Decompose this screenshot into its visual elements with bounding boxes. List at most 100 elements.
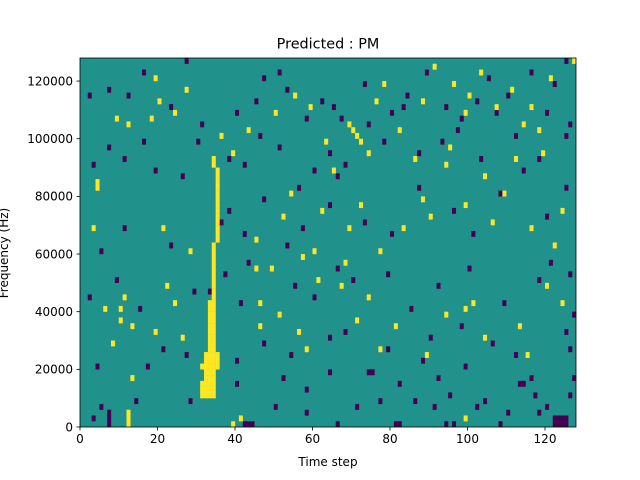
heatmap-cell-positive: [366, 294, 371, 301]
heatmap-cell-negative: [281, 375, 286, 382]
heatmap-cell-positive: [448, 144, 453, 151]
heatmap-cell-positive: [211, 282, 216, 289]
heatmap-cell-negative: [498, 190, 503, 197]
heatmap-cell-negative: [366, 121, 371, 128]
heatmap-cell-negative: [560, 421, 565, 428]
heatmap-cell-positive: [204, 357, 209, 364]
heatmap-cell-negative: [273, 403, 278, 410]
heatmap-cell-negative: [285, 86, 290, 93]
heatmap-cell-positive: [320, 207, 325, 214]
heatmap-cell-negative: [366, 369, 371, 376]
heatmap-cell-positive: [444, 311, 449, 318]
heatmap-cell-negative: [262, 196, 267, 203]
heatmap-cell-positive: [211, 265, 216, 272]
heatmap-cell-positive: [471, 300, 476, 307]
heatmap-cell-negative: [417, 184, 422, 191]
heatmap-cell-positive: [207, 300, 212, 307]
heatmap-cell-positive: [246, 127, 251, 134]
heatmap-cell-positive: [452, 81, 457, 87]
heatmap-cell-positive: [207, 357, 212, 364]
heatmap-cell-positive: [215, 179, 220, 185]
heatmap-cell-negative: [564, 184, 569, 191]
heatmap-cell-positive: [254, 236, 259, 243]
heatmap-cell-negative: [417, 150, 422, 157]
heatmap-cell-positive: [114, 115, 119, 122]
heatmap-cell-positive: [269, 265, 274, 272]
heatmap-cell-positive: [308, 104, 313, 111]
heatmap-cell-positive: [207, 311, 212, 318]
heatmap-cell-negative: [521, 167, 526, 174]
heatmap-cell-positive: [215, 213, 220, 220]
y-tick-label: 60000: [35, 247, 73, 261]
heatmap-cell-positive: [401, 225, 406, 232]
heatmap-cell-positive: [347, 225, 352, 232]
heatmap-cell-positive: [529, 104, 534, 111]
heatmap-cell-positive: [502, 190, 507, 197]
heatmap-cell-positive: [126, 409, 131, 416]
heatmap-cell-negative: [142, 138, 147, 145]
heatmap-cell-positive: [204, 375, 209, 382]
heatmap-cell-negative: [161, 346, 166, 353]
heatmap-cell-negative: [300, 225, 305, 232]
heatmap-cell-negative: [142, 69, 147, 76]
heatmap-cell-negative: [277, 144, 282, 151]
heatmap-cell-positive: [215, 196, 220, 203]
heatmap-cell-positive: [560, 300, 565, 307]
heatmap-cell-positive: [204, 369, 209, 376]
heatmap-cell-negative: [390, 109, 395, 116]
heatmap-cell-positive: [382, 81, 387, 87]
heatmap-cell-positive: [207, 352, 212, 358]
heatmap-cell-positive: [483, 334, 488, 341]
heatmap-cell-positive: [413, 156, 418, 162]
heatmap-cell-positive: [204, 392, 209, 399]
heatmap-cell-positive: [215, 230, 220, 237]
heatmap-cell-negative: [390, 230, 395, 237]
heatmap-cell-positive: [207, 346, 212, 353]
heatmap-cell-negative: [250, 421, 255, 428]
heatmap-cell-negative: [409, 305, 414, 312]
x-tick-label: 100: [456, 432, 479, 446]
heatmap-cell-positive: [355, 132, 360, 139]
heatmap-cell-positive: [126, 415, 131, 422]
heatmap-cell-negative: [95, 363, 100, 370]
heatmap-cell-positive: [149, 115, 154, 122]
heatmap-cell-negative: [378, 398, 383, 405]
heatmap-cell-positive: [211, 375, 216, 382]
heatmap-cell-negative: [107, 415, 112, 422]
heatmap-cell-negative: [514, 352, 519, 358]
heatmap-cell-negative: [227, 156, 232, 162]
heatmap-cell-negative: [463, 363, 468, 370]
heatmap-cell-negative: [200, 121, 205, 128]
heatmap-cell-negative: [297, 184, 302, 191]
heatmap-cell-negative: [238, 300, 243, 307]
heatmap-cell-negative: [184, 352, 189, 358]
heatmap-cell-positive: [211, 242, 216, 249]
heatmap-cell-negative: [448, 392, 453, 399]
heatmap-cell-positive: [483, 173, 488, 180]
heatmap-cell-negative: [320, 98, 325, 105]
heatmap-cell-positive: [200, 392, 205, 399]
heatmap-cell-positive: [366, 150, 371, 157]
heatmap-cell-positive: [572, 58, 577, 64]
heatmap-cell-negative: [397, 380, 402, 387]
y-tick-label: 120000: [27, 74, 73, 88]
heatmap-cell-positive: [200, 363, 205, 370]
heatmap-cell-positive: [215, 190, 220, 197]
heatmap-cell-negative: [502, 300, 507, 307]
heatmap-cell-positive: [467, 92, 472, 99]
heatmap-cell-positive: [211, 305, 216, 312]
heatmap-cell-positive: [211, 300, 216, 307]
heatmap-cell-positive: [541, 150, 546, 157]
heatmap-cell-positive: [211, 323, 216, 330]
heatmap-cell-positive: [130, 375, 135, 382]
heatmap-cell-positive: [339, 282, 344, 289]
heatmap-cell-negative: [362, 219, 367, 226]
heatmap-cell-negative: [572, 375, 577, 382]
heatmap-cell-negative: [556, 415, 561, 422]
heatmap-cell-negative: [258, 132, 263, 139]
heatmap-cell-positive: [207, 317, 212, 324]
x-tick-label: 60: [305, 432, 320, 446]
heatmap-cell-negative: [514, 132, 519, 139]
heatmap-cell-positive: [545, 282, 550, 289]
heatmap-cell-positive: [521, 121, 526, 128]
